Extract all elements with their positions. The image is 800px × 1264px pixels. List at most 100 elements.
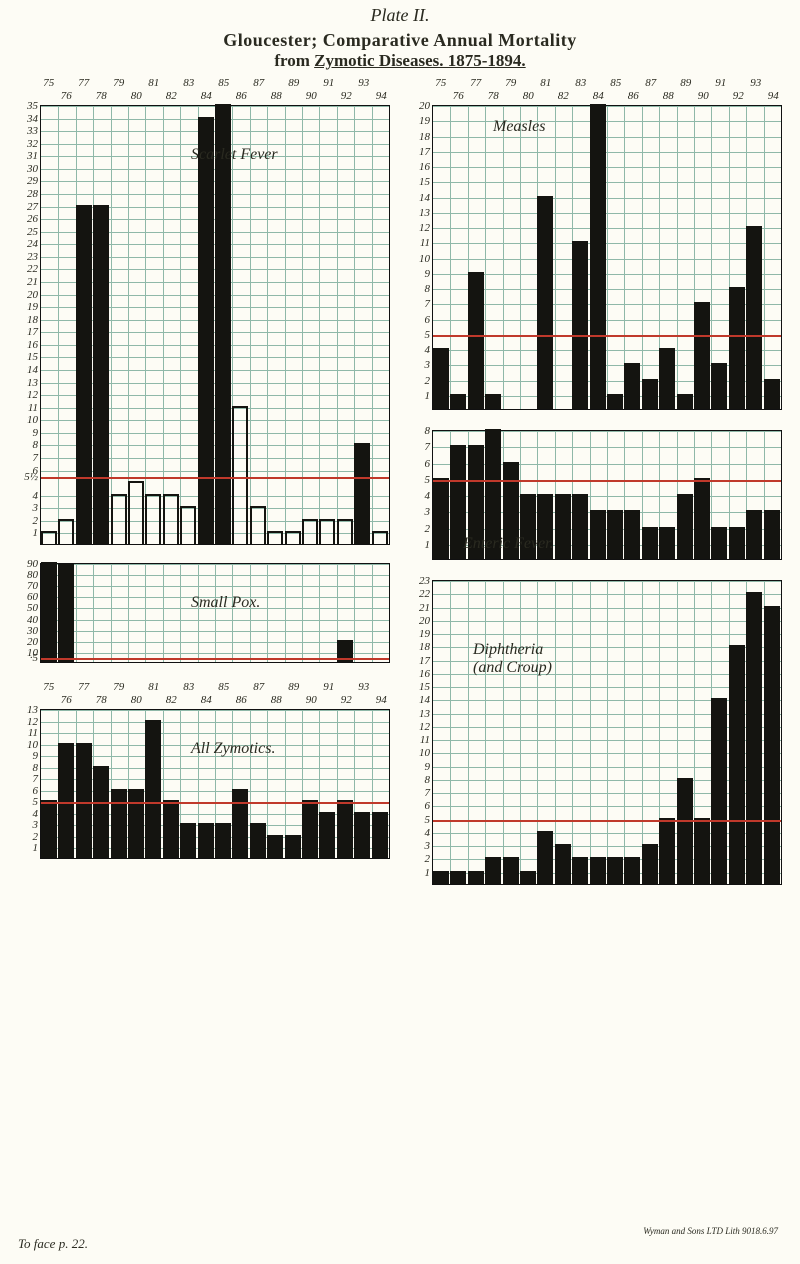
bar <box>537 831 553 884</box>
bar <box>572 857 588 884</box>
bar <box>729 645 745 884</box>
chart-all-zymotics: 7577798183858789919376788082848688909294… <box>18 681 390 859</box>
chart-diphtheria: 2322212019181716151413121110987654321 Di… <box>410 580 782 885</box>
bar <box>677 394 693 409</box>
footer-note: To face p. 22. <box>18 1236 88 1252</box>
bar <box>468 287 484 409</box>
bar <box>450 445 466 559</box>
bar <box>520 494 536 559</box>
bar <box>764 379 780 410</box>
page-title-2: from Zymotic Diseases. 1875-1894. <box>0 51 800 71</box>
bar <box>659 348 675 409</box>
bar <box>468 871 484 884</box>
bar <box>111 789 127 858</box>
bar <box>250 823 266 858</box>
bar <box>624 857 640 884</box>
bar <box>590 510 606 559</box>
bar <box>642 844 658 884</box>
bar <box>485 394 501 409</box>
page-title-1: Gloucester; Comparative Annual Mortality <box>0 30 800 51</box>
x-axis: 7577798183858789919376788082848688909294 <box>40 77 390 105</box>
bar <box>354 443 370 544</box>
chart-enteric-fever: 87654321 Enteric Fever. <box>410 430 782 560</box>
bar <box>41 562 57 662</box>
plate-title: Plate II. <box>0 0 800 26</box>
bar <box>659 818 675 884</box>
bar <box>267 835 283 858</box>
bar <box>711 698 727 884</box>
bar <box>433 871 449 884</box>
bar <box>677 494 693 559</box>
bar <box>694 478 710 559</box>
bar <box>694 302 710 409</box>
bar <box>624 510 640 559</box>
x-axis: 7577798183858789919376788082848688909294 <box>40 681 390 709</box>
bar <box>232 789 248 858</box>
y-axis: 13121110987654321 <box>19 710 41 858</box>
y-axis: 2322212019181716151413121110987654321 <box>411 581 433 884</box>
bar <box>537 363 553 409</box>
bar <box>337 800 353 858</box>
bar <box>746 226 762 409</box>
bar <box>485 857 501 884</box>
bar <box>642 379 658 410</box>
bar <box>572 241 588 409</box>
bar <box>746 592 762 884</box>
y-axis: 87654321 <box>411 431 433 559</box>
bar <box>590 857 606 884</box>
bar <box>372 812 388 858</box>
right-column: 7577798183858789919376788082848688909294… <box>410 77 782 885</box>
bar <box>729 287 745 409</box>
bar <box>746 510 762 559</box>
bar <box>503 462 519 560</box>
bar <box>145 720 161 858</box>
bar <box>58 743 74 858</box>
bar <box>450 394 466 409</box>
bar <box>450 871 466 884</box>
printer-credit: Wyman and Sons LTD Lith 9018.6.97 <box>643 1226 778 1236</box>
chart-measles: 7577798183858789919376788082848688909294… <box>410 77 782 410</box>
bar <box>590 104 606 409</box>
bar <box>555 844 571 884</box>
bar <box>93 205 109 544</box>
bar <box>642 527 658 560</box>
bar <box>729 527 745 560</box>
left-column: 7577798183858789919376788082848688909294… <box>18 77 390 885</box>
bar <box>659 527 675 560</box>
bar <box>76 743 92 858</box>
chart-scarlet-fever: 7577798183858789919376788082848688909294… <box>18 77 390 545</box>
bar <box>302 800 318 858</box>
bar <box>711 527 727 560</box>
title-underlined: Zymotic Diseases. 1875-1894. <box>314 51 526 70</box>
bar <box>572 494 588 559</box>
bar <box>319 812 335 858</box>
bar <box>624 363 640 409</box>
bar <box>433 478 449 559</box>
bar <box>128 789 144 858</box>
bar <box>76 205 92 544</box>
bar <box>93 766 109 858</box>
bar <box>764 606 780 884</box>
y-axis: 3534333231302928272625242322212019181716… <box>19 106 41 544</box>
bar <box>41 800 57 858</box>
y-axis: 2019181716151413121110987654321 <box>411 106 433 409</box>
bar <box>537 494 553 559</box>
bar <box>503 857 519 884</box>
bar <box>607 510 623 559</box>
bar <box>285 835 301 858</box>
bar <box>764 510 780 559</box>
y-axis: 908070605040302010·5 <box>19 564 41 662</box>
bar <box>354 812 370 858</box>
bar <box>607 857 623 884</box>
bar <box>433 348 449 409</box>
bar <box>520 871 536 884</box>
bar <box>215 823 231 858</box>
bar <box>180 823 196 858</box>
bar <box>555 494 571 559</box>
bar <box>677 778 693 884</box>
bar <box>711 363 727 409</box>
bar <box>198 117 214 544</box>
bar <box>607 394 623 409</box>
title-prefix: from <box>274 51 314 70</box>
x-axis: 7577798183858789919376788082848688909294 <box>432 77 782 105</box>
